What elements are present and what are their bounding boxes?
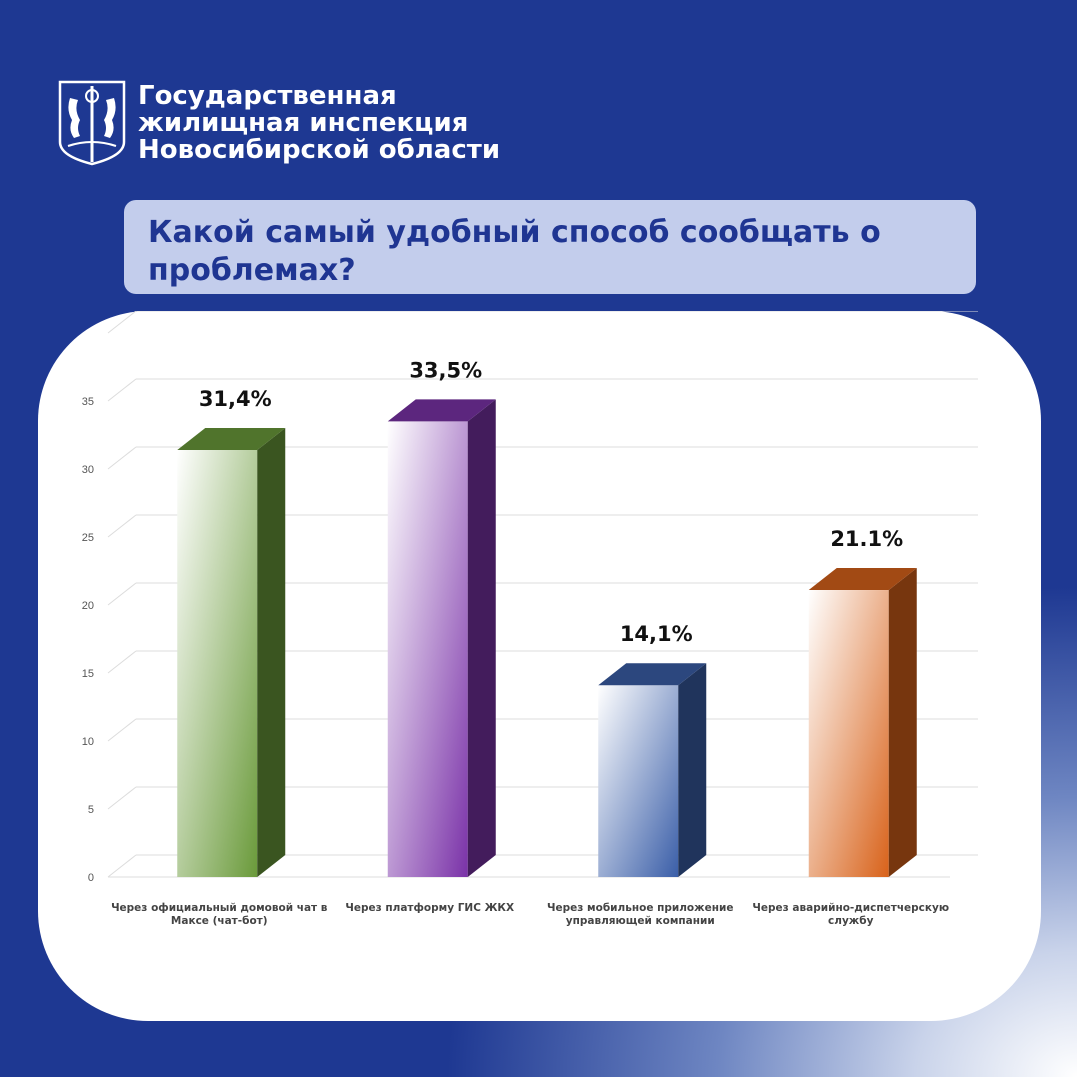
org-line-1: Государственная (138, 80, 397, 111)
value-label: 14,1% (620, 622, 693, 646)
organization-name: Государственная жилищная инспекция Новос… (138, 80, 501, 165)
bar-front (387, 421, 468, 877)
y-tick-label: 35 (82, 396, 94, 408)
header: Государственная жилищная инспекция Новос… (58, 80, 500, 166)
bar-top (808, 568, 917, 591)
category-label: Через платформу ГИС ЖКХ (345, 902, 515, 914)
bar-side (257, 427, 286, 877)
y-tick-label: 20 (82, 600, 94, 612)
category-label: Через аварийно-диспетчерскую службу (752, 902, 950, 927)
gridline-diagonal (107, 650, 137, 674)
bar-top (387, 399, 496, 422)
question-text: Какой самый удобный способ сообщать о пр… (148, 215, 881, 288)
y-tick-label: 10 (82, 736, 94, 748)
gridline-diagonal (107, 446, 137, 470)
gridline-diagonal (107, 718, 137, 742)
gridline-diagonal (107, 378, 137, 402)
org-line-3: Новосибирской области (138, 134, 501, 165)
bar-chart: 0 5 10 15 20 25 30 35 31,4% 33,5% 14,1% 21.1% (82, 311, 978, 884)
bar-top (598, 663, 707, 686)
value-label: 33,5% (409, 358, 482, 382)
org-line-2: жилищная инспекция (138, 107, 469, 138)
bar-side (678, 663, 707, 877)
bar-front (177, 449, 258, 877)
category-label: Через мобильное приложение управляющей к… (547, 902, 734, 927)
question-banner: Какой самый удобный способ сообщать о пр… (124, 200, 976, 294)
bar-top (177, 427, 286, 450)
y-tick-label: 15 (82, 668, 94, 680)
bar-side (888, 568, 917, 877)
category-label: Через официальный домовой чат в Максе (ч… (111, 902, 328, 927)
bar-front (598, 685, 679, 877)
y-tick-label: 25 (82, 532, 94, 544)
y-tick-label: 30 (82, 464, 94, 476)
gridline-diagonal (107, 786, 137, 810)
gridline-diagonal (107, 854, 137, 878)
gridline-diagonal (107, 582, 137, 606)
gridline-diagonal (107, 514, 137, 538)
bar-front (808, 590, 889, 877)
chart-panel: 0 5 10 15 20 25 30 35 31,4% 33,5% 14,1% 21.1% Через… (38, 311, 1041, 1021)
y-tick-label: 0 (88, 872, 94, 884)
y-tick-label: 5 (88, 804, 94, 816)
gridline-diagonal (107, 311, 137, 334)
bar-side (467, 399, 496, 877)
value-label: 21.1% (830, 527, 903, 551)
value-label: 31,4% (199, 387, 272, 411)
coat-of-arms-icon (58, 80, 126, 166)
